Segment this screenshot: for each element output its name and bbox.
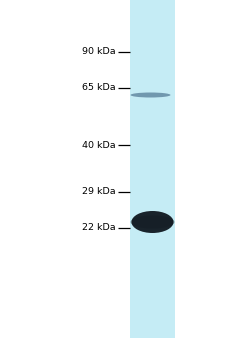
Text: 29 kDa: 29 kDa [82,188,116,196]
Text: 40 kDa: 40 kDa [82,141,116,149]
Bar [130,0,175,338]
Ellipse shape [131,211,173,233]
Text: 65 kDa: 65 kDa [82,83,116,93]
Ellipse shape [130,93,171,97]
Text: 90 kDa: 90 kDa [82,48,116,56]
Text: 22 kDa: 22 kDa [82,223,116,233]
Ellipse shape [130,215,175,228]
